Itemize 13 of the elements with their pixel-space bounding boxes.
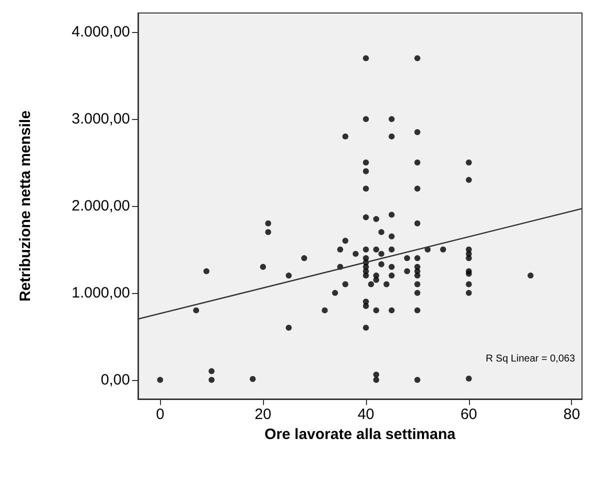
x-axis-title: Ore lavorate alla settimana [264,426,456,443]
y-tick-label: 2.000,00 [72,198,130,214]
y-tick-label: 0,00 [100,371,130,388]
annotation: R Sq Linear = 0,063 [486,354,576,364]
x-tick-label: 20 [254,406,272,423]
x-tick-label: 40 [358,406,374,423]
x-tick-label: 0 [156,406,164,423]
y-axis-title: Retribuzione netta mensile [17,110,34,302]
y-tick-label: 1.000,00 [72,284,130,302]
x-tick-label: 60 [460,406,478,423]
y-tick-label: 3.000,00 [72,110,130,128]
y-tick-label: 4.000,00 [72,24,130,41]
x-tick-label: 80 [563,406,580,423]
